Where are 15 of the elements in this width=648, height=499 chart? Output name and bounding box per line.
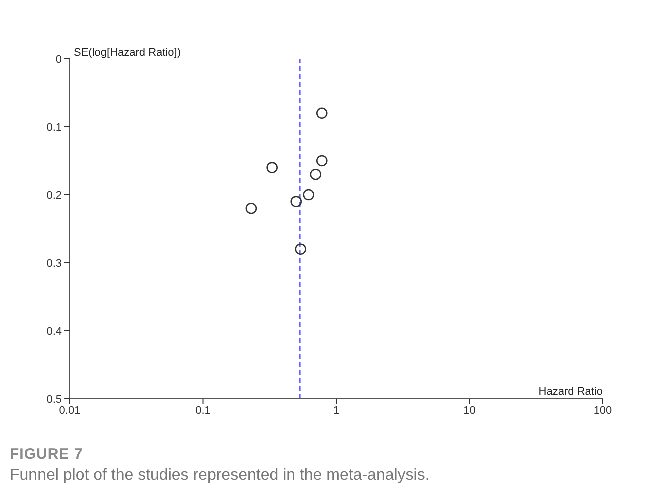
x-tick-label: 0.01 <box>59 404 81 417</box>
text: FIGURE 7 <box>10 446 84 463</box>
x-tick-label: 100 <box>594 404 612 417</box>
y-tick-label: 0.3 <box>46 258 62 270</box>
x-tick-label: 0.1 <box>196 404 211 417</box>
y-tick-label: 0.1 <box>46 122 62 134</box>
y-tick-label: 0 <box>56 54 62 66</box>
x-tick-label: 1 <box>333 404 340 417</box>
x-tick-label: 10 <box>464 404 476 417</box>
text: Funnel plot of the studies represented in the meta-analysis. <box>10 467 431 485</box>
y-tick-label: 0.2 <box>46 190 62 202</box>
y-tick-label: 0.5 <box>46 394 62 406</box>
y-tick-label: 0.4 <box>46 326 62 338</box>
y-axis-title: SE(log[Hazard Ratio]) <box>74 47 181 59</box>
x-axis-title: Hazard Ratio <box>538 386 603 398</box>
